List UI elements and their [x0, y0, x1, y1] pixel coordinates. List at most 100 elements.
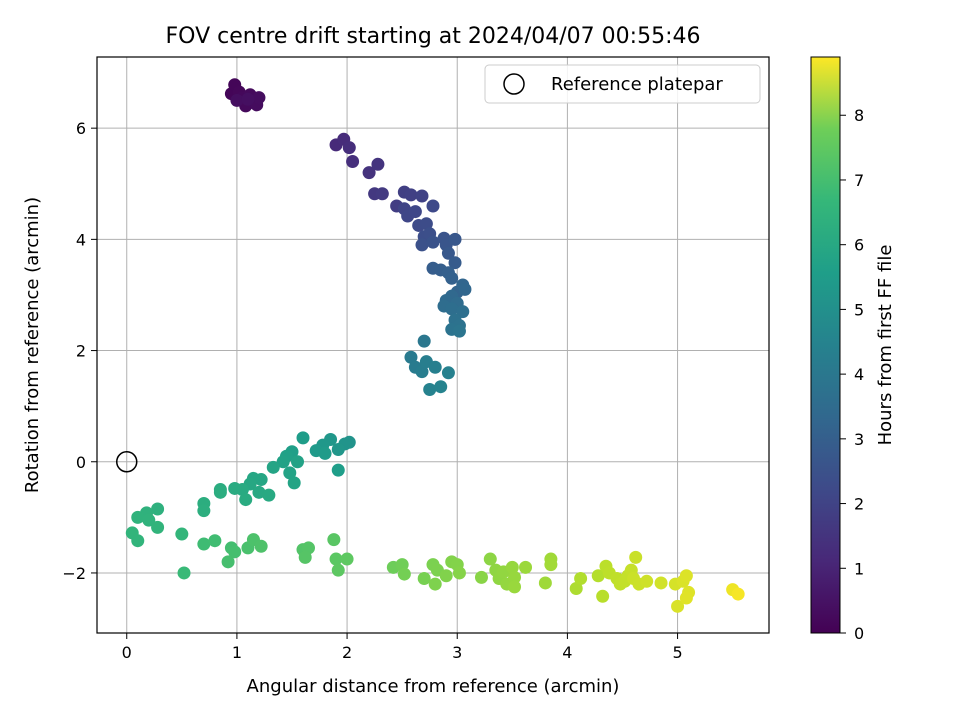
data-point [252, 485, 266, 499]
data-point [346, 155, 360, 169]
data-point [331, 463, 345, 477]
colorbar: 0 1 2 3 4 5 6 7 8 Hours from first FF file [810, 56, 896, 643]
data-point [452, 324, 466, 338]
data-point [131, 510, 145, 524]
data-point [239, 493, 253, 507]
data-point [474, 570, 488, 584]
x-tick-label: 1 [232, 643, 242, 662]
data-point [574, 572, 588, 586]
data-point [441, 366, 455, 380]
data-point [362, 166, 376, 180]
data-point [298, 550, 312, 564]
colorbar-ticks: 0 1 2 3 4 5 6 7 8 [840, 106, 864, 643]
x-tick-label: 5 [672, 643, 682, 662]
data-point [483, 552, 497, 566]
data-point [342, 141, 356, 155]
data-point [629, 550, 643, 564]
data-point [445, 271, 459, 285]
data-point [508, 570, 522, 584]
colorbar-tick-label: 0 [854, 624, 864, 643]
chart-title: FOV centre drift starting at 2024/04/07 … [166, 24, 701, 49]
legend-label: Reference platepar [551, 74, 723, 95]
data-point [197, 537, 211, 551]
data-point [340, 552, 354, 566]
grid-lines [97, 57, 769, 633]
legend: Reference platepar [484, 64, 761, 104]
data-point [419, 217, 433, 231]
data-point [175, 527, 189, 541]
data-point [448, 232, 462, 246]
data-point [423, 382, 437, 396]
data-point [439, 569, 453, 583]
data-point [544, 558, 558, 572]
x-tick-label: 2 [342, 643, 352, 662]
data-point [458, 282, 472, 296]
y-tick-label: 4 [76, 230, 86, 249]
reference-platepar-marker [115, 451, 138, 473]
data-point [221, 555, 235, 569]
data-point [452, 566, 466, 580]
data-point [177, 566, 191, 580]
colorbar-tick-label: 1 [854, 559, 864, 578]
data-point [290, 455, 304, 469]
x-tick-label: 0 [122, 643, 132, 662]
data-point [591, 569, 605, 583]
colorbar-tick-label: 8 [854, 106, 864, 125]
data-point [230, 93, 244, 107]
data-point [318, 446, 332, 460]
data-point [415, 238, 429, 252]
data-point [228, 545, 242, 559]
data-point [434, 380, 448, 394]
data-point [296, 431, 310, 445]
data-point [445, 302, 459, 316]
x-axis-label: Angular distance from reference (arcmin) [247, 676, 620, 697]
data-point [228, 481, 242, 495]
data-point [441, 246, 455, 260]
data-point [131, 534, 145, 548]
data-point [252, 91, 266, 105]
data-point [397, 567, 411, 581]
data-point [408, 205, 422, 219]
data-point [679, 591, 693, 605]
plot-frame [96, 56, 770, 634]
colorbar-tick-label: 4 [854, 365, 864, 384]
data-point [262, 488, 276, 502]
data-point [426, 199, 440, 213]
data-point [404, 188, 418, 202]
y-tick-label: −2 [62, 564, 86, 583]
data-point [417, 572, 431, 586]
data-point [287, 476, 301, 490]
data-points [125, 78, 745, 613]
x-axis-ticks: 0 1 2 3 4 5 [122, 633, 683, 662]
data-point [679, 569, 693, 583]
y-axis-label: Rotation from reference (arcmin) [22, 197, 43, 493]
data-point [266, 460, 280, 474]
data-point [731, 587, 745, 601]
data-point [538, 576, 552, 590]
data-point [283, 466, 297, 480]
data-point [276, 455, 290, 469]
data-point [331, 443, 345, 457]
data-point [254, 539, 268, 553]
colorbar-tick-label: 5 [854, 300, 864, 319]
data-point [505, 560, 519, 574]
data-point [208, 534, 222, 548]
data-point [428, 360, 442, 374]
data-point [596, 589, 610, 603]
data-point [654, 576, 668, 590]
colorbar-tick-label: 6 [854, 236, 864, 255]
colorbar-label: Hours from first FF file [875, 245, 896, 446]
data-point [327, 533, 341, 547]
data-point [428, 577, 442, 591]
data-point [375, 187, 389, 201]
data-point [448, 256, 462, 270]
y-tick-label: 0 [76, 453, 86, 472]
data-point [213, 485, 227, 499]
data-point [415, 189, 429, 203]
legend-box [484, 64, 761, 104]
data-point [371, 157, 385, 171]
y-tick-label: 2 [76, 342, 86, 361]
data-point [415, 365, 429, 379]
colorbar-gradient [810, 56, 841, 634]
